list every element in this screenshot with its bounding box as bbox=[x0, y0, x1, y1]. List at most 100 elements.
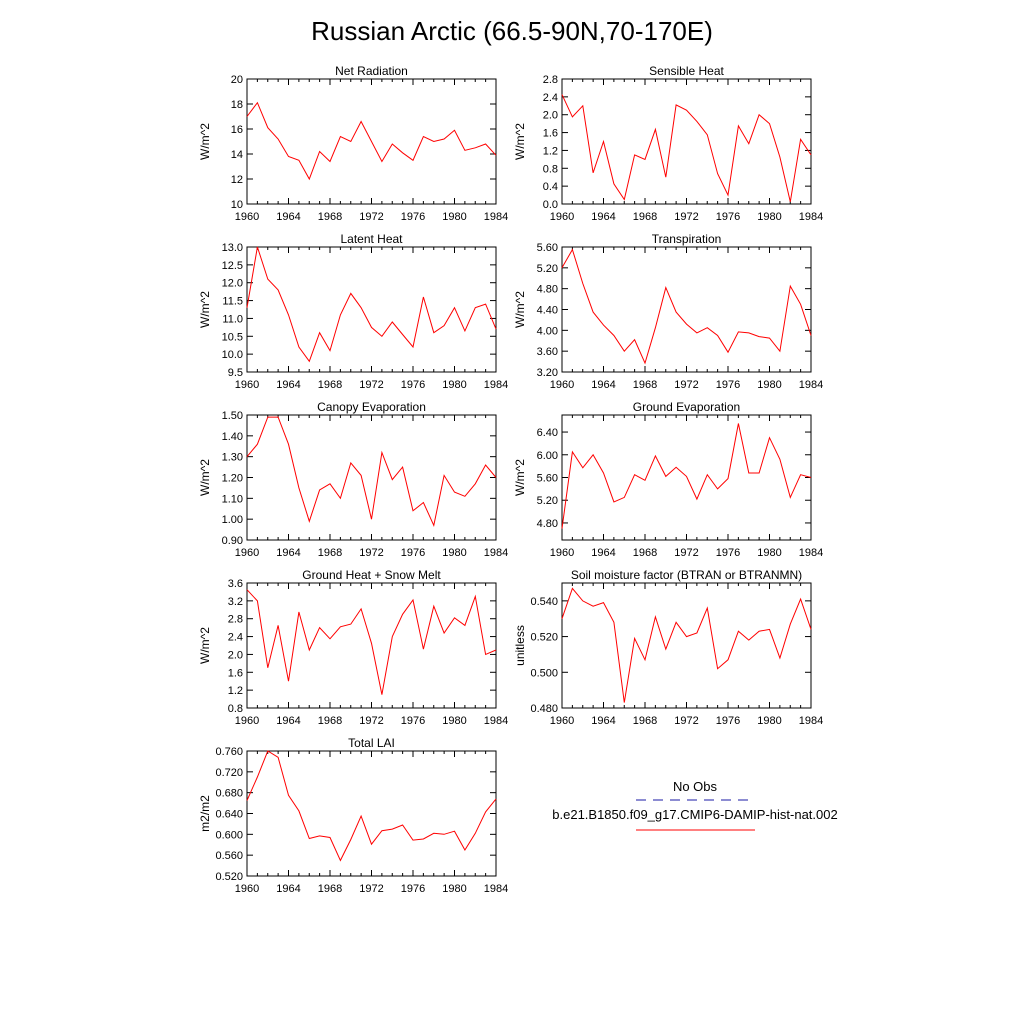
x-tick-label: 1972 bbox=[359, 547, 383, 559]
y-tick-label: 1.20 bbox=[222, 473, 243, 485]
y-tick-label: 12 bbox=[231, 174, 243, 186]
y-tick-label: 0.640 bbox=[215, 809, 243, 821]
y-tick-label: 20 bbox=[231, 74, 243, 86]
x-tick-label: 1976 bbox=[401, 883, 425, 895]
x-tick-label: 1960 bbox=[550, 379, 574, 391]
x-tick-label: 1960 bbox=[235, 883, 259, 895]
panel-1: Net Radiation W/m^2 10 12 14 16 18 20 1960 1964 19… bbox=[198, 64, 508, 223]
y-tick-label: 3.6 bbox=[228, 578, 243, 590]
y-tick-label: 0.680 bbox=[215, 788, 243, 800]
x-tick-label: 1984 bbox=[484, 883, 508, 895]
series-line bbox=[246, 101, 497, 181]
y-tick-label: 4.80 bbox=[537, 284, 558, 296]
y-axis-label: m2/m2 bbox=[198, 795, 212, 832]
y-axis-label: W/m^2 bbox=[513, 459, 527, 496]
y-axis-label: W/m^2 bbox=[198, 459, 212, 496]
y-tick-label: 0.90 bbox=[222, 535, 243, 547]
x-tick-label: 1976 bbox=[716, 379, 740, 391]
x-tick-label: 1960 bbox=[235, 547, 259, 559]
y-tick-label: 1.2 bbox=[543, 145, 558, 157]
x-tick-label: 1964 bbox=[591, 379, 615, 391]
x-tick-label: 1984 bbox=[799, 379, 823, 391]
x-tick-label: 1960 bbox=[550, 715, 574, 727]
plot-frame bbox=[561, 582, 812, 709]
y-axis-label: W/m^2 bbox=[198, 123, 212, 160]
x-tick-label: 1968 bbox=[633, 211, 657, 223]
y-tick-label: 9.5 bbox=[228, 367, 243, 379]
x-tick-label: 1980 bbox=[757, 715, 781, 727]
x-tick-label: 1980 bbox=[442, 379, 466, 391]
y-tick-label: 14 bbox=[231, 149, 243, 161]
series-line bbox=[561, 587, 812, 703]
y-tick-label: 16 bbox=[231, 124, 243, 136]
x-tick-label: 1972 bbox=[359, 211, 383, 223]
x-tick-label: 1964 bbox=[276, 211, 300, 223]
plot-frame bbox=[561, 246, 812, 373]
x-tick-label: 1968 bbox=[318, 715, 342, 727]
x-tick-label: 1976 bbox=[401, 715, 425, 727]
panels: Net Radiation W/m^2 10 12 14 16 18 20 1960 1964 19… bbox=[198, 64, 823, 895]
y-tick-label: 1.10 bbox=[222, 493, 243, 505]
y-tick-label: 10.5 bbox=[222, 331, 243, 343]
y-tick-label: 10 bbox=[231, 199, 243, 211]
y-tick-label: 0.8 bbox=[228, 703, 243, 715]
y-tick-label: 13.0 bbox=[222, 242, 243, 254]
y-tick-label: 2.0 bbox=[228, 649, 243, 661]
y-tick-label: 1.40 bbox=[222, 431, 243, 443]
y-tick-label: 1.2 bbox=[228, 685, 243, 697]
x-tick-label: 1964 bbox=[276, 379, 300, 391]
y-tick-label: 18 bbox=[231, 99, 243, 111]
y-tick-label: 1.6 bbox=[543, 128, 558, 140]
x-tick-label: 1976 bbox=[401, 379, 425, 391]
y-tick-label: 0.4 bbox=[543, 181, 558, 193]
panel-title: Soil moisture factor (BTRAN or BTRANMN) bbox=[571, 568, 802, 582]
y-axis-label: unitless bbox=[513, 625, 527, 666]
x-tick-label: 1976 bbox=[401, 211, 425, 223]
x-tick-label: 1960 bbox=[235, 715, 259, 727]
y-tick-label: 2.4 bbox=[543, 92, 558, 104]
y-tick-label: 0.600 bbox=[215, 829, 243, 841]
x-tick-label: 1984 bbox=[799, 715, 823, 727]
x-tick-label: 1980 bbox=[442, 211, 466, 223]
panel-title: Transpiration bbox=[652, 232, 722, 246]
series-line bbox=[561, 423, 812, 529]
panel-7: Ground Heat + Snow Melt W/m^2 0.8 1.2 1.6 2.0… bbox=[198, 568, 508, 727]
x-tick-label: 1976 bbox=[716, 715, 740, 727]
series-line bbox=[246, 416, 497, 528]
x-tick-label: 1972 bbox=[674, 211, 698, 223]
x-tick-label: 1968 bbox=[633, 715, 657, 727]
series-line bbox=[561, 94, 812, 202]
x-tick-label: 1968 bbox=[633, 547, 657, 559]
y-tick-label: 11.0 bbox=[222, 313, 243, 325]
y-tick-label: 3.20 bbox=[537, 367, 558, 379]
x-tick-label: 1960 bbox=[235, 379, 259, 391]
plot-frame bbox=[246, 750, 497, 877]
figure-title: Russian Arctic (66.5-90N,70-170E) bbox=[311, 16, 713, 46]
panel-title: Ground Evaporation bbox=[633, 400, 740, 414]
x-tick-label: 1976 bbox=[401, 547, 425, 559]
y-tick-label: 5.60 bbox=[537, 473, 558, 485]
x-tick-label: 1964 bbox=[276, 715, 300, 727]
y-tick-label: 1.6 bbox=[228, 667, 243, 679]
panel-5: Canopy Evaporation W/m^2 0.90 1.00 1.10 1.20 1… bbox=[198, 400, 508, 559]
x-tick-label: 1976 bbox=[716, 547, 740, 559]
y-tick-label: 0.520 bbox=[215, 871, 243, 883]
x-tick-label: 1980 bbox=[442, 547, 466, 559]
panel-9: Total LAI m2/m2 0.520 0.560 0.600 0.640 0.680 0… bbox=[198, 736, 508, 895]
y-tick-label: 0.540 bbox=[530, 596, 558, 608]
panel-title: Ground Heat + Snow Melt bbox=[302, 568, 441, 582]
panel-3: Latent Heat W/m^2 9.5 10.0 10.5 11.0 11.5 12.0 1… bbox=[198, 232, 508, 391]
x-tick-label: 1984 bbox=[484, 715, 508, 727]
y-tick-label: 3.60 bbox=[537, 346, 558, 358]
x-tick-label: 1980 bbox=[442, 715, 466, 727]
x-tick-label: 1960 bbox=[550, 547, 574, 559]
y-tick-label: 1.50 bbox=[222, 410, 243, 422]
x-tick-label: 1968 bbox=[318, 379, 342, 391]
y-tick-label: 4.40 bbox=[537, 305, 558, 317]
panel-8: Soil moisture factor (BTRAN or BTRANMN) u… bbox=[513, 568, 823, 727]
panel-title: Net Radiation bbox=[335, 64, 408, 78]
legend: No Obs b.e21.B1850.f09_g17.CMIP6-DAMIP-hi… bbox=[552, 779, 838, 831]
y-tick-label: 0.720 bbox=[215, 767, 243, 779]
y-tick-label: 1.30 bbox=[222, 452, 243, 464]
y-tick-label: 2.4 bbox=[228, 632, 243, 644]
